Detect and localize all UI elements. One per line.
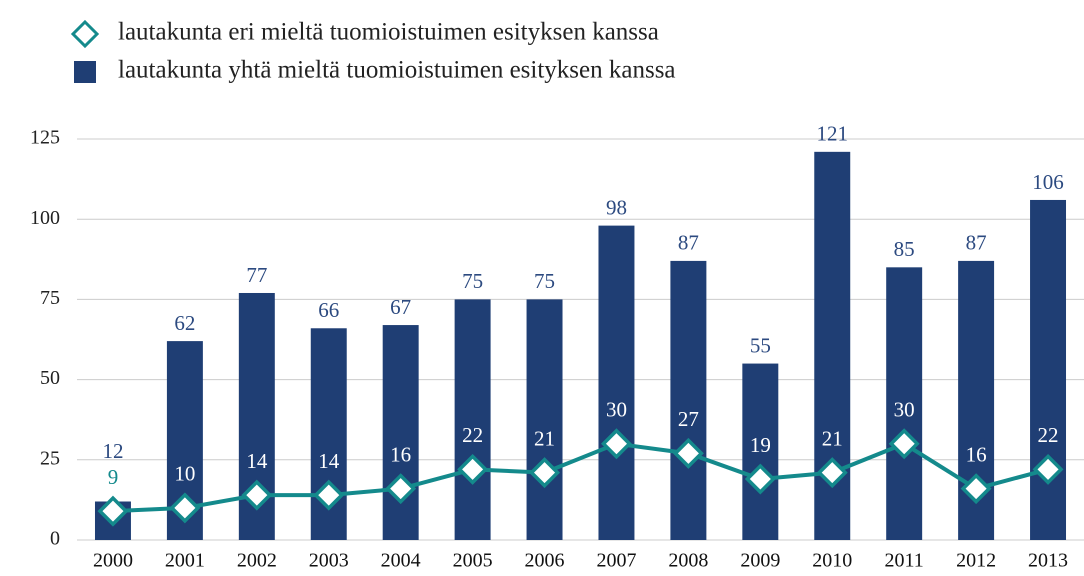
line-value-label: 27: [678, 407, 699, 431]
line-marker: [241, 479, 273, 511]
line-value-label: 16: [966, 442, 987, 466]
line-value-label: 16: [390, 442, 411, 466]
line-marker: [672, 437, 704, 469]
x-tick-label: 2006: [525, 550, 565, 572]
line-value-label: 30: [894, 398, 915, 422]
line-marker: [960, 473, 992, 505]
bar: [526, 299, 563, 540]
legend-label: lautakunta eri mieltä tuomioistuimen esi…: [118, 19, 659, 46]
line-marker: [1032, 453, 1064, 485]
line-value-label: 19: [750, 433, 771, 457]
bar-value-label: 98: [606, 195, 627, 219]
bar-value-label: 75: [462, 269, 483, 293]
x-tick-label: 2003: [309, 550, 349, 572]
bar-value-label: 55: [750, 333, 771, 357]
legend-marker: [70, 19, 100, 49]
bar: [382, 325, 419, 540]
bar-value-label: 121: [817, 122, 849, 146]
legend-label: lautakunta yhtä mieltä tuomioistuimen es…: [118, 57, 676, 84]
line-marker: [385, 473, 417, 505]
x-tick-label: 2004: [381, 550, 421, 572]
bar-value-label: 77: [246, 263, 267, 287]
x-tick-label: 2011: [885, 550, 924, 572]
line-marker: [97, 495, 129, 527]
line-value-label: 10: [174, 462, 195, 486]
bar-value-label: 12: [102, 439, 123, 463]
line-value-label: 22: [1038, 423, 1059, 447]
line-value-label: 14: [318, 449, 340, 473]
bar-value-label: 85: [894, 237, 915, 261]
line-marker: [600, 428, 632, 460]
bar-value-label: 87: [966, 231, 987, 255]
bar-value-label: 87: [678, 231, 699, 255]
line-marker: [457, 453, 489, 485]
line-value-label: 21: [534, 426, 555, 450]
bar-value-label: 67: [390, 295, 411, 319]
y-tick-label: 0: [50, 528, 60, 550]
bar-value-label: 62: [174, 311, 195, 335]
legend-marker: [74, 61, 96, 83]
line-marker: [744, 463, 776, 495]
line-value-label: 14: [246, 449, 268, 473]
bar: [670, 260, 707, 540]
x-tick-label: 2002: [237, 550, 277, 572]
y-tick-label: 25: [40, 447, 60, 469]
x-tick-label: 2010: [812, 550, 852, 572]
line-value-label: 21: [822, 426, 843, 450]
y-tick-label: 75: [40, 287, 60, 309]
line-marker: [816, 457, 848, 489]
x-tick-label: 2007: [596, 550, 636, 572]
line-value-label: 9: [108, 465, 119, 489]
bar-value-label: 75: [534, 269, 555, 293]
line-value-label: 22: [462, 423, 483, 447]
x-tick-label: 2008: [668, 550, 708, 572]
x-tick-label: 2005: [453, 550, 493, 572]
bar: [1030, 199, 1067, 540]
bar: [742, 363, 779, 540]
bar: [454, 299, 491, 540]
x-tick-label: 2000: [93, 550, 133, 572]
line-value-label: 30: [606, 398, 627, 422]
line-marker: [313, 479, 345, 511]
line-marker: [529, 457, 561, 489]
y-tick-label: 125: [30, 127, 60, 149]
bar-value-label: 66: [318, 298, 339, 322]
bar-value-label: 106: [1032, 170, 1064, 194]
line-marker: [888, 428, 920, 460]
x-tick-label: 2001: [165, 550, 205, 572]
bar: [886, 267, 923, 540]
y-tick-label: 50: [40, 367, 60, 389]
x-tick-label: 2012: [956, 550, 996, 572]
bar: [598, 225, 635, 540]
line-marker: [169, 492, 201, 524]
y-tick-label: 100: [30, 207, 60, 229]
x-tick-label: 2009: [740, 550, 780, 572]
x-tick-label: 2013: [1028, 550, 1068, 572]
